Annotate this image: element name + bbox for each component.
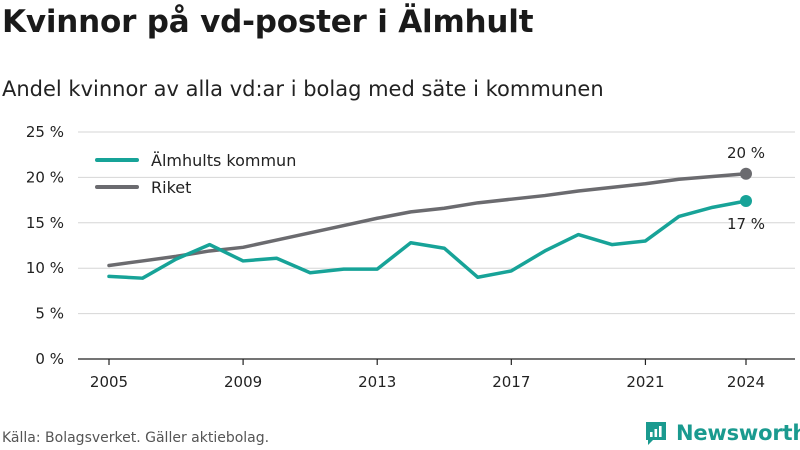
x-tick-label: 2009	[224, 373, 262, 391]
x-tick-label: 2021	[626, 373, 664, 391]
series-end-point-almhult	[740, 195, 752, 208]
y-tick-label: 0 %	[35, 350, 64, 368]
newsworthy-logo-icon	[646, 422, 666, 445]
brand-name: Newsworthy	[676, 421, 800, 445]
legend: Älmhults kommun Riket	[95, 151, 296, 197]
end-label-riket: 20 %	[727, 144, 765, 162]
series-line-almhult	[107, 199, 748, 280]
y-tick-label: 20 %	[26, 168, 64, 186]
source-note: Källa: Bolagsverket. Gäller aktiebolag.	[2, 430, 270, 446]
y-tick-label: 10 %	[26, 259, 64, 277]
y-tick-label: 5 %	[35, 305, 64, 323]
series-line-riket	[107, 172, 748, 268]
brand-logo: Newsworthy	[644, 420, 800, 446]
legend-label-riket: Riket	[151, 178, 191, 197]
y-tick-label: 25 %	[26, 123, 64, 141]
x-tick-label: 2017	[492, 373, 530, 391]
legend-label-almhult: Älmhults kommun	[151, 151, 296, 170]
series-end-point-riket	[740, 167, 752, 180]
x-tick-label: 2013	[358, 373, 396, 391]
chart-title: Kvinnor på vd-poster i Älmhult	[2, 4, 534, 40]
y-tick-label: 15 %	[26, 214, 64, 232]
x-tick-label: 2024	[727, 373, 765, 391]
x-tick-label: 2005	[90, 373, 128, 391]
end-label-almhult: 17 %	[727, 215, 765, 233]
chart-subtitle: Andel kvinnor av alla vd:ar i bolag med …	[2, 77, 604, 101]
